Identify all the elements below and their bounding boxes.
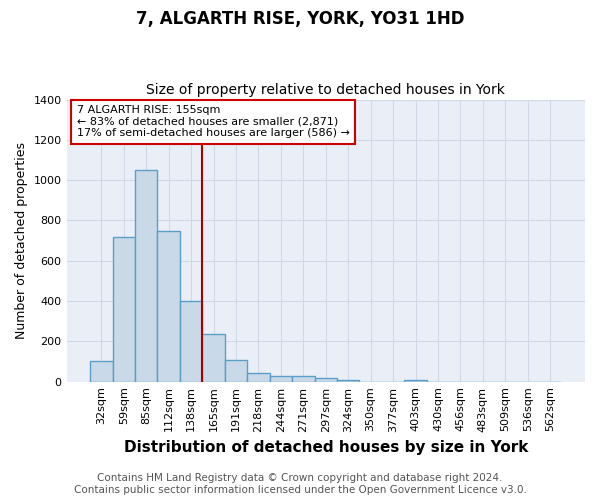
Bar xyxy=(337,380,359,382)
Text: Contains HM Land Registry data © Crown copyright and database right 2024.
Contai: Contains HM Land Registry data © Crown c… xyxy=(74,474,526,495)
Bar xyxy=(180,301,202,382)
Bar xyxy=(292,376,314,382)
Bar xyxy=(90,360,113,382)
X-axis label: Distribution of detached houses by size in York: Distribution of detached houses by size … xyxy=(124,440,528,455)
Bar xyxy=(225,360,247,382)
Y-axis label: Number of detached properties: Number of detached properties xyxy=(15,142,28,339)
Bar xyxy=(202,334,225,382)
Bar xyxy=(135,170,157,382)
Bar xyxy=(113,236,135,382)
Bar xyxy=(247,372,269,382)
Title: Size of property relative to detached houses in York: Size of property relative to detached ho… xyxy=(146,83,505,97)
Text: 7, ALGARTH RISE, YORK, YO31 1HD: 7, ALGARTH RISE, YORK, YO31 1HD xyxy=(136,10,464,28)
Bar xyxy=(404,380,427,382)
Bar xyxy=(314,378,337,382)
Bar xyxy=(157,230,180,382)
Bar xyxy=(269,376,292,382)
Text: 7 ALGARTH RISE: 155sqm
← 83% of detached houses are smaller (2,871)
17% of semi-: 7 ALGARTH RISE: 155sqm ← 83% of detached… xyxy=(77,105,350,138)
